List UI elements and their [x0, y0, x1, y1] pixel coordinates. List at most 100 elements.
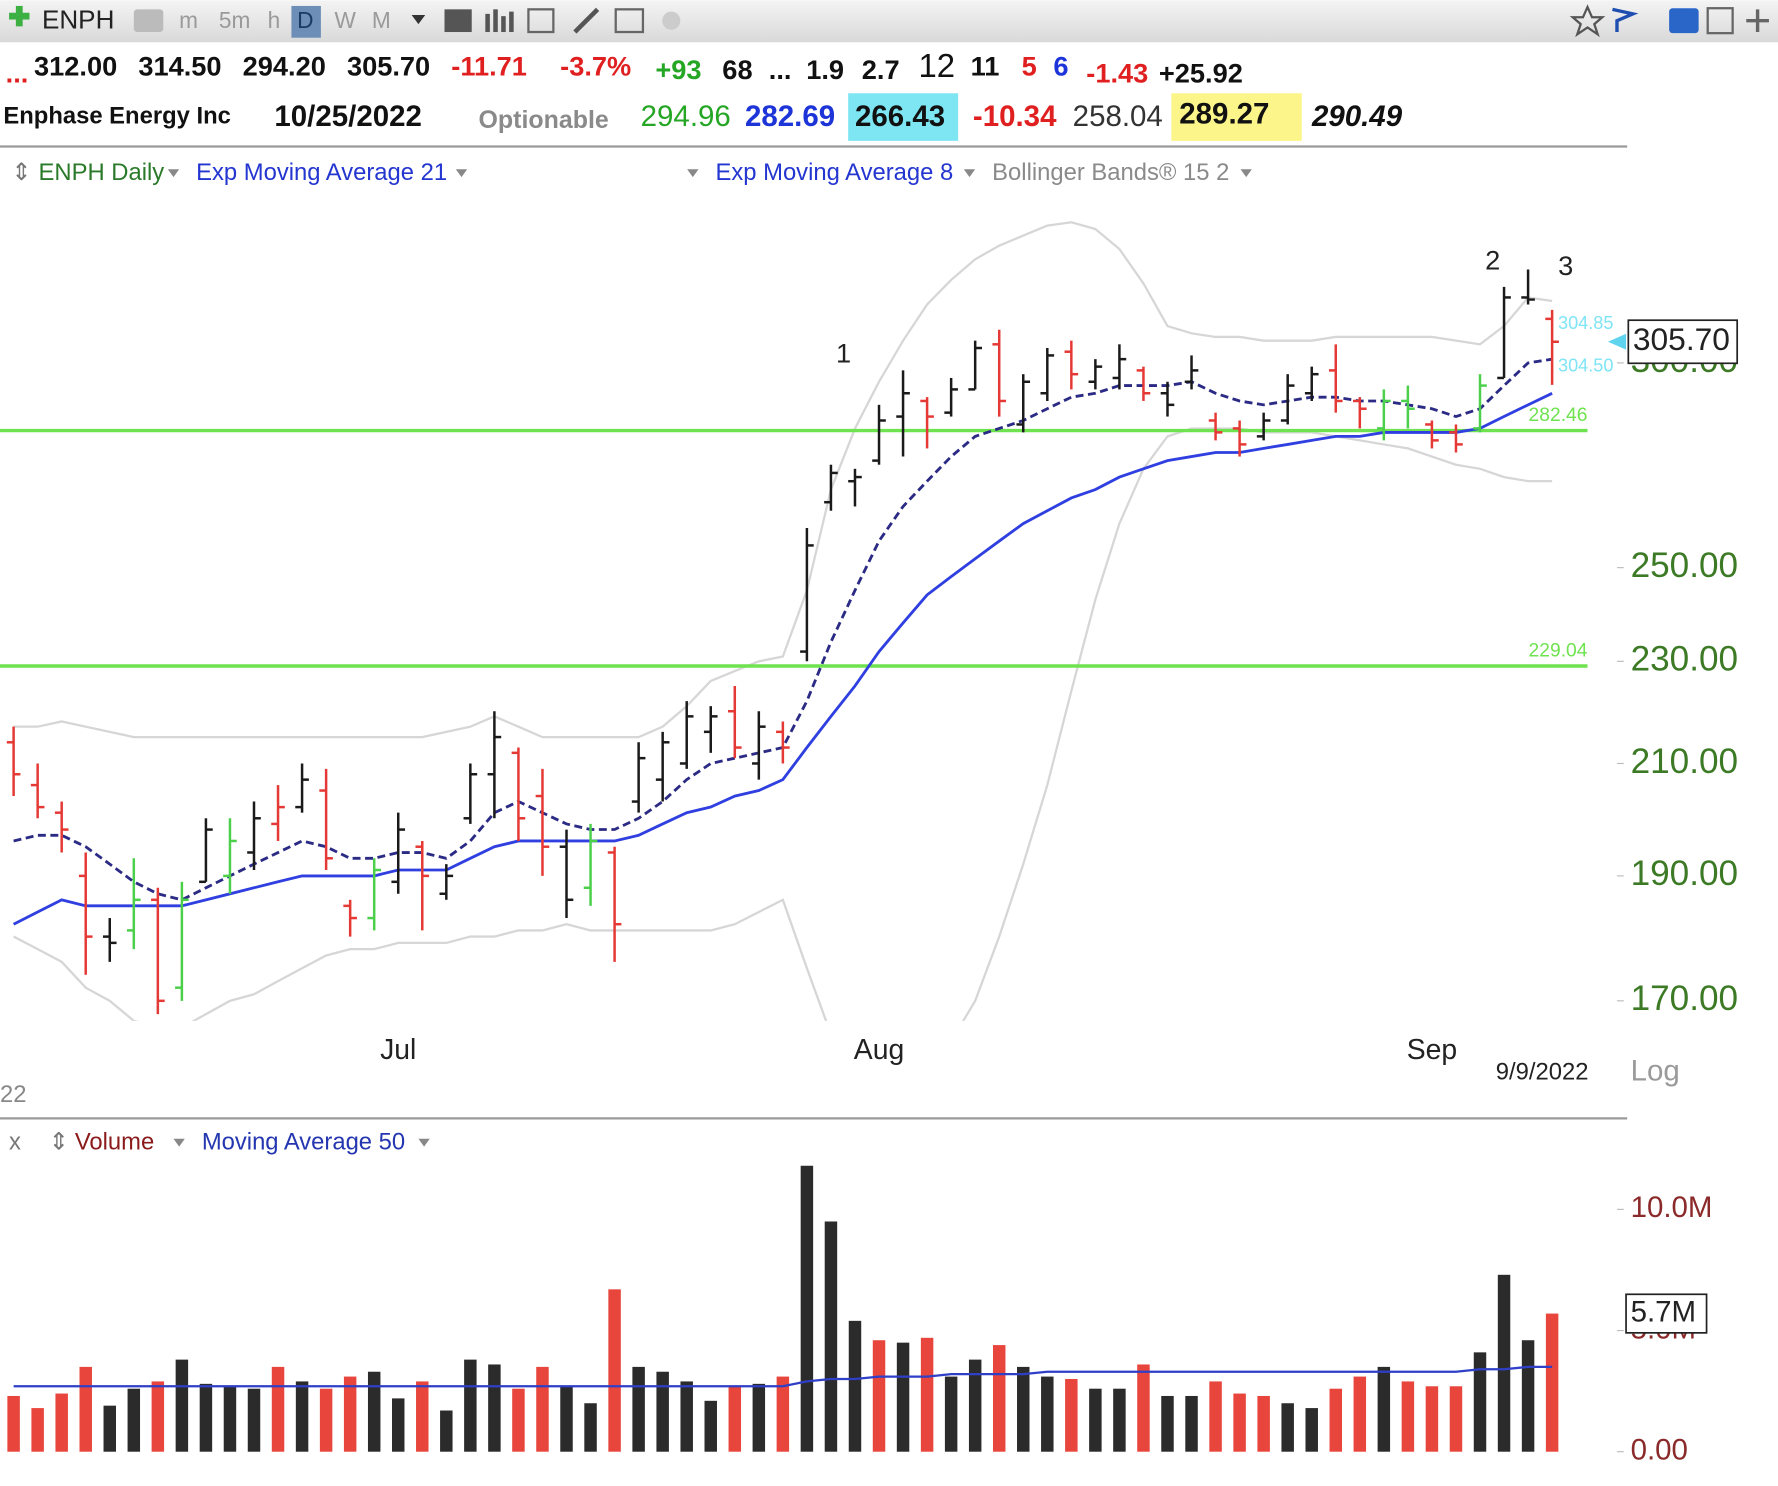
legend-entry[interactable]: Bollinger Bands® 15 2	[992, 159, 1229, 186]
legend-entry[interactable]: ENPH Daily	[39, 159, 165, 186]
bollinger-lower	[13, 427, 1553, 1021]
volume-bar	[944, 1376, 958, 1452]
x-tick-label: Sep	[1407, 1034, 1457, 1066]
draw-icon[interactable]	[573, 7, 600, 34]
ohlc-bar	[776, 721, 790, 764]
legend-entry[interactable]: Exp Moving Average 8	[716, 159, 954, 186]
volume-bar	[319, 1388, 333, 1452]
volume-plot	[7, 1165, 1559, 1452]
note-icon[interactable]	[614, 8, 645, 34]
ohlc-bar	[367, 858, 381, 931]
volume-bar	[1281, 1403, 1294, 1452]
quote-field: +25.92	[1159, 57, 1243, 88]
ohlc-bar	[896, 370, 910, 457]
level-label: 282.46	[1529, 405, 1588, 426]
volume-bar	[608, 1289, 621, 1452]
ohlc-bar	[487, 711, 502, 819]
scale-toggle[interactable]: Log	[1631, 1055, 1680, 1088]
interval[interactable]: W	[335, 7, 357, 33]
ohlc-bar	[343, 899, 357, 937]
volume-bar	[1377, 1366, 1391, 1452]
dropdown-arrow[interactable]	[411, 15, 426, 25]
legend-entry[interactable]: Moving Average 50	[202, 1129, 405, 1156]
ohlc-bar	[1064, 340, 1079, 390]
drag-handle[interactable]: ⇕	[49, 1129, 69, 1156]
ohlc-bar	[1160, 381, 1175, 417]
annotation: 2	[1485, 244, 1500, 275]
ohlc-bar	[631, 742, 646, 813]
volume-bar	[295, 1381, 309, 1452]
ohlc-bar	[439, 864, 454, 900]
ohlc-bar	[6, 726, 21, 797]
interval-selected	[291, 5, 321, 38]
print-icon[interactable]	[133, 9, 164, 33]
volume-bar	[223, 1386, 237, 1452]
ohlc-bar	[703, 706, 718, 753]
last-price-pointer	[1607, 333, 1627, 350]
save-icon[interactable]	[1706, 7, 1734, 35]
volume-bar	[1497, 1274, 1511, 1452]
quote-field: 294.96	[641, 100, 731, 133]
interval[interactable]: D	[297, 7, 313, 33]
close-panel[interactable]: x	[9, 1129, 21, 1156]
interval[interactable]: M	[372, 7, 391, 33]
annotation: 1	[836, 337, 851, 368]
add-symbol-icon[interactable]	[9, 5, 30, 27]
ohlc-bar	[655, 731, 670, 802]
bar-style-icon[interactable]	[444, 9, 472, 33]
ohlc-bar	[1473, 374, 1487, 433]
scan-icon[interactable]	[1669, 8, 1699, 34]
volume-bar	[632, 1366, 645, 1452]
volume-bar	[151, 1381, 165, 1452]
interval[interactable]: h	[268, 7, 281, 33]
volume-bar	[656, 1371, 669, 1452]
volume-bar	[79, 1366, 92, 1452]
ema-8	[13, 357, 1553, 902]
grid-icon[interactable]	[527, 8, 555, 34]
y-tick-label: 250.00	[1631, 546, 1738, 585]
legend-entry[interactable]: Volume	[75, 1129, 154, 1156]
volume-bar	[1017, 1366, 1030, 1452]
ohlc-bar	[54, 801, 69, 853]
ohlc-bar	[583, 823, 598, 906]
volume-bar	[1065, 1379, 1078, 1452]
ohlc-bar	[102, 918, 117, 962]
volume-bar	[1425, 1386, 1439, 1452]
interval[interactable]: m	[179, 7, 198, 33]
ohlc-bar	[920, 397, 934, 449]
quote-field: 11	[971, 50, 1000, 81]
volume-bar	[896, 1342, 910, 1452]
last-volume-box	[1625, 1293, 1708, 1334]
ohlc-bar	[511, 747, 526, 841]
volume-bar	[560, 1386, 573, 1452]
quote-field: 258.04	[1073, 100, 1163, 133]
annotation: 3	[1558, 250, 1573, 281]
quote-field: ...	[6, 57, 29, 88]
volume-bar	[1305, 1408, 1318, 1452]
price-plot	[0, 221, 1588, 1021]
ohlc-bar	[1521, 269, 1535, 305]
company-name: Enphase Energy Inc	[3, 102, 230, 129]
ohlc-bar	[607, 846, 622, 962]
volume-bar	[1233, 1393, 1246, 1452]
y-tick-label: 10.0M	[1631, 1191, 1713, 1224]
quote-field: 305.70	[347, 50, 430, 81]
star-icon[interactable]	[1569, 4, 1606, 38]
ohlc-bar	[824, 464, 838, 511]
move-icon[interactable]	[1746, 9, 1769, 33]
volume-bar	[704, 1400, 717, 1452]
interval[interactable]: 5m	[219, 7, 250, 33]
symbol[interactable]: ENPH	[42, 5, 114, 35]
legend-entry[interactable]: Exp Moving Average 21	[196, 159, 447, 186]
share-icon[interactable]	[662, 11, 681, 30]
volume-bar	[1521, 1340, 1535, 1452]
ohlc-bar	[1088, 359, 1103, 390]
volume-icon[interactable]	[485, 9, 514, 33]
ohlc-bar	[1016, 374, 1031, 433]
ohlc-bar	[727, 685, 742, 759]
volume-bar	[416, 1381, 429, 1452]
quote-field: 68	[722, 54, 752, 85]
flag-icon[interactable]	[1612, 7, 1639, 33]
drag-handle[interactable]: ⇕	[11, 159, 31, 186]
